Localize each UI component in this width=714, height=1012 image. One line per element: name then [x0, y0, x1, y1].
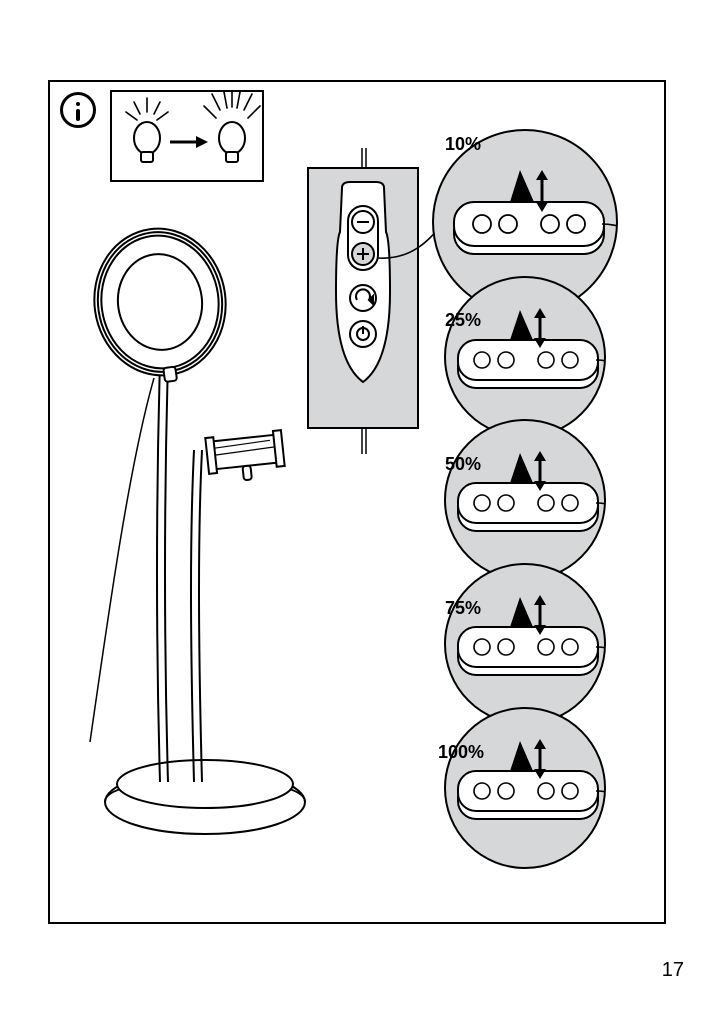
brightness-step-75 [445, 564, 644, 724]
label-75: 75% [445, 598, 481, 619]
page-frame: 10% 25% 50% 75% 100% [48, 80, 666, 924]
remote-control [308, 148, 418, 454]
page-number: 17 [662, 959, 684, 982]
brightness-step-100 [445, 708, 644, 868]
label-100: 100% [438, 742, 484, 763]
ring-light-stand [89, 224, 305, 834]
label-10: 10% [445, 134, 481, 155]
diagram-canvas [50, 82, 664, 922]
label-25: 25% [445, 310, 481, 331]
brightness-step-25 [445, 277, 644, 437]
label-50: 50% [445, 454, 481, 475]
manual-page: 10% 25% 50% 75% 100% 17 [0, 0, 714, 1012]
brightness-step-50 [445, 420, 644, 580]
